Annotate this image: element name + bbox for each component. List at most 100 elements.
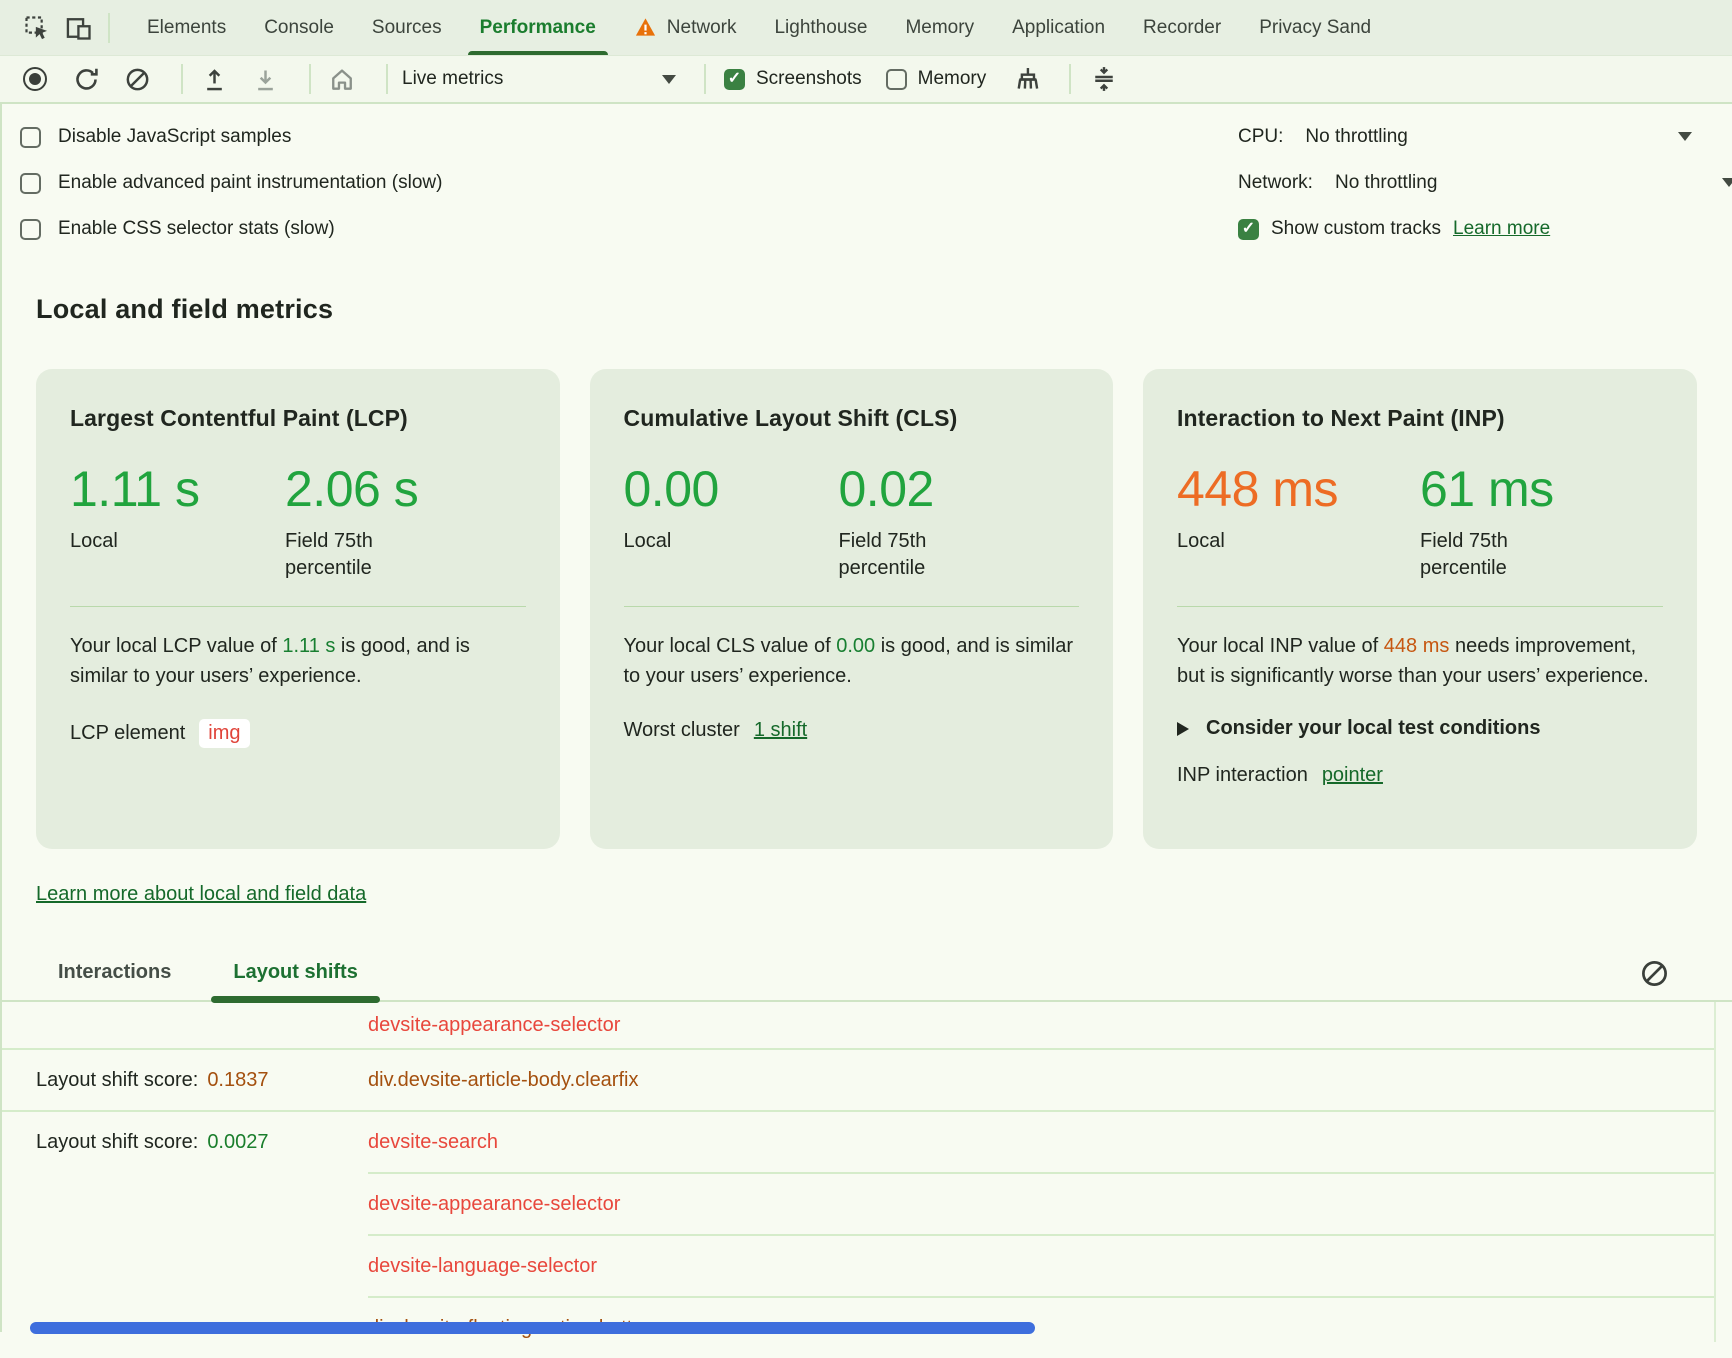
capture-settings: Disable JavaScript samples Enable advanc… [0,104,1732,252]
clear-button[interactable] [122,64,152,94]
toolbar-divider [386,64,388,94]
shift-element-link[interactable]: devsite-appearance-selector [368,1013,621,1036]
disable-js-samples-option[interactable]: Disable JavaScript samples [20,114,1732,160]
tab-application[interactable]: Application [1012,16,1106,38]
tab-elements[interactable]: Elements [147,16,227,38]
network-label: Network: [1238,172,1313,193]
page-title: Local and field metrics [36,294,334,324]
upload-icon [201,66,228,93]
card-title: Cumulative Layout Shift (CLS) [623,405,958,431]
device-toolbar-button[interactable] [58,0,100,55]
screenshots-toggle[interactable]: ✓ Screenshots [724,68,862,90]
advanced-paint-option[interactable]: Enable advanced paint instrumentation (s… [20,160,1732,206]
custom-tracks-checkbox[interactable]: ✓ [1238,218,1259,240]
field-data-learn-more-link[interactable]: Learn more about local and field data [36,883,367,905]
caret-down-icon[interactable] [1722,178,1732,187]
shift-element-link[interactable]: div.devsite-article-body.clearfix [368,1068,639,1091]
load-profile-button[interactable] [199,64,229,94]
record-and-reload-button[interactable] [71,64,101,94]
worst-cluster-label: Worst cluster [623,719,740,741]
log-tabs: Interactions Layout shifts [0,943,1732,1003]
cls-card: Cumulative Layout Shift (CLS) 0.00 Local… [589,369,1113,849]
inp-interaction-link[interactable]: pointer [1321,764,1383,786]
shortcuts-dialog-button[interactable] [1089,64,1119,94]
css-selector-stats-checkbox[interactable] [20,218,41,240]
tab-interactions[interactable]: Interactions [58,960,172,983]
live-metrics-home-button[interactable] [327,64,357,94]
toolbar-divider [108,12,110,43]
tab-lighthouse[interactable]: Lighthouse [774,16,868,38]
lcp-element-link[interactable]: img [199,719,250,748]
local-caption: Local [1177,530,1225,552]
custom-tracks-row: ✓ Show custom tracks Learn more [1238,206,1732,252]
caret-down-icon[interactable] [1678,132,1692,141]
advanced-paint-checkbox[interactable] [20,172,41,194]
inp-field-value: 61 ms [1420,461,1554,517]
inp-interaction-label: INP interaction [1177,764,1308,786]
layout-shift-subrow: devsite-appearance-selector [0,1172,1716,1234]
cls-local-value: 0.00 [623,461,720,517]
lcp-element-label: LCP element [70,722,186,744]
cpu-throttling-select[interactable]: No throttling [1305,126,1408,147]
shift-score-value: 0.0027 [207,1130,269,1153]
css-selector-stats-option[interactable]: Enable CSS selector stats (slow) [20,206,1732,252]
history-dropdown-value: Live metrics [402,68,504,89]
network-throttling-row: Network: No throttling [1238,160,1732,206]
tab-layout-shifts[interactable]: Layout shifts [211,943,381,1003]
custom-tracks-learn-more-link[interactable]: Learn more [1453,218,1551,239]
field-caption: Field 75th percentile [1420,530,1508,579]
lcp-local-value: 1.11 s [70,461,200,517]
toolbar-divider [704,64,706,94]
live-metrics-log: Interactions Layout shifts devsite-appea… [0,944,1732,1358]
inp-local-value: 448 ms [1177,461,1338,517]
local-caption: Local [623,530,672,552]
shift-element-link[interactable]: devsite-appearance-selector [368,1192,621,1215]
tab-sources[interactable]: Sources [371,16,442,38]
layout-shift-subrow: devsite-language-selector [0,1234,1716,1296]
tab-memory[interactable]: Memory [905,16,975,38]
collect-garbage-button[interactable] [1010,64,1040,94]
card-divider [1177,606,1663,607]
collapse-arrows-icon [1090,65,1118,93]
shift-score-value: 0.1837 [207,1068,269,1091]
disable-js-samples-checkbox[interactable] [20,126,41,148]
cpu-throttling-row: CPU: No throttling [1238,114,1732,160]
screenshots-checkbox[interactable]: ✓ [724,68,745,90]
record-button[interactable] [20,64,50,94]
shift-element-link[interactable]: devsite-language-selector [368,1254,598,1277]
layout-shift-row: devsite-appearance-selector [0,1002,1716,1048]
lcp-card: Largest Contentful Paint (LCP) 1.11 s Lo… [36,369,560,849]
save-profile-button[interactable] [250,64,280,94]
history-dropdown[interactable]: Live metrics [396,68,682,90]
cls-field-value: 0.02 [838,461,935,517]
memory-checkbox[interactable] [885,68,907,90]
worst-cluster-link[interactable]: 1 shift [753,719,808,741]
local-test-conditions-disclosure[interactable]: Consider your local test conditions [1177,717,1663,740]
tab-privacy-sandbox[interactable]: Privacy Sand [1259,16,1372,38]
reload-icon [73,66,100,93]
checkmark-icon: ✓ [1241,220,1256,237]
shift-element-link[interactable]: devsite-search [368,1130,499,1153]
live-metrics-view: Local and field metrics Largest Contentf… [0,294,1732,1358]
selection-indicator-bar[interactable] [30,1322,1035,1334]
panel-tabs: Elements Console Sources Performance Net… [128,0,1390,55]
tab-network[interactable]: Network [615,0,756,55]
tab-recorder[interactable]: Recorder [1143,16,1222,38]
local-caption: Local [70,530,118,552]
network-throttling-select[interactable]: No throttling [1334,172,1438,193]
home-icon [328,65,356,93]
shift-score-label: Layout shift score: [36,1130,199,1153]
inspect-cursor-icon [23,14,51,42]
inp-card: Interaction to Next Paint (INP) 448 ms L… [1143,369,1697,849]
tab-performance[interactable]: Performance [461,0,615,55]
toolbar-divider [181,64,183,94]
card-title: Largest Contentful Paint (LCP) [70,405,408,431]
tab-console[interactable]: Console [264,16,334,38]
layout-shift-row: Layout shift score: 0.0027 devsite-searc… [0,1110,1716,1172]
inspect-element-button[interactable] [16,0,58,55]
scroll-track-edge [1714,1002,1716,1342]
memory-toggle[interactable]: Memory [885,68,986,90]
clear-log-button[interactable] [1639,958,1670,989]
layout-shift-row: Layout shift score: 0.1837 div.devsite-a… [0,1048,1716,1110]
